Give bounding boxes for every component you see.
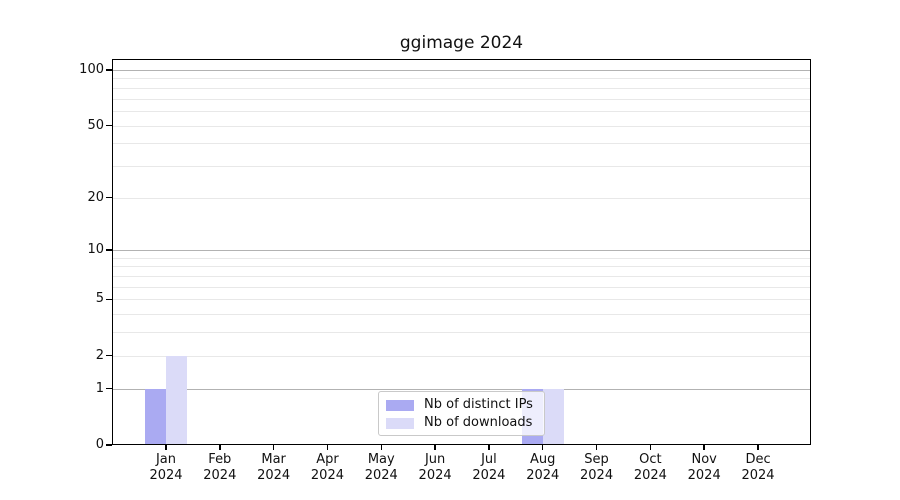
x-tick bbox=[703, 445, 705, 450]
x-tick bbox=[541, 445, 544, 450]
bar-downloads bbox=[542, 388, 564, 445]
legend-item-downloads: Nb of downloads bbox=[386, 414, 544, 432]
bar-downloads bbox=[166, 355, 187, 445]
legend-swatch-distinct-ips-icon bbox=[386, 399, 414, 411]
chart-title: ggimage 2024 bbox=[399, 33, 524, 53]
legend-swatch-downloads-icon bbox=[386, 417, 414, 429]
minor-gridline bbox=[112, 314, 811, 316]
x-tick bbox=[649, 445, 652, 450]
x-tick bbox=[165, 445, 167, 450]
y-tick-label: 5 bbox=[95, 291, 104, 307]
x-tick-label: Jun 2024 bbox=[418, 452, 452, 483]
minor-gridline bbox=[112, 110, 811, 112]
x-tick bbox=[595, 445, 598, 450]
major-gridline bbox=[112, 388, 811, 390]
minor-gridline bbox=[112, 165, 811, 167]
y-tick bbox=[106, 298, 112, 301]
x-tick bbox=[219, 445, 221, 450]
x-tick-label: Oct 2024 bbox=[633, 452, 667, 483]
x-tick-label: Jul 2024 bbox=[472, 452, 506, 483]
plot-bars bbox=[112, 59, 811, 445]
x-tick bbox=[488, 445, 490, 450]
y-tick bbox=[106, 249, 112, 251]
legend-item-distinct-ips: Nb of distinct IPs bbox=[386, 396, 544, 414]
minor-gridline bbox=[112, 286, 811, 288]
x-tick-label: Apr 2024 bbox=[310, 452, 344, 483]
y-tick-label: 100 bbox=[79, 62, 104, 77]
x-tick-label: Aug 2024 bbox=[526, 452, 560, 483]
legend: Nb of distinct IPs Nb of downloads bbox=[378, 391, 545, 436]
y-tick-label: 20 bbox=[87, 189, 104, 205]
y-tick bbox=[106, 354, 112, 357]
x-tick bbox=[757, 445, 759, 450]
y-tick-label: 10 bbox=[87, 242, 104, 258]
minor-gridline bbox=[112, 78, 811, 80]
x-tick-label: Nov 2024 bbox=[687, 452, 721, 483]
y-tick bbox=[106, 196, 112, 199]
x-tick-label: May 2024 bbox=[364, 452, 398, 483]
minor-gridline bbox=[112, 299, 811, 301]
minor-gridline bbox=[112, 332, 811, 334]
minor-gridline bbox=[112, 276, 811, 278]
minor-gridline bbox=[112, 143, 811, 145]
x-tick-label: Feb 2024 bbox=[203, 452, 237, 483]
y-tick bbox=[106, 69, 112, 71]
y-tick-label: 2 bbox=[95, 347, 104, 363]
x-tick bbox=[272, 445, 275, 450]
minor-gridline bbox=[112, 197, 811, 199]
minor-gridline bbox=[112, 355, 811, 357]
x-tick bbox=[380, 445, 383, 450]
x-tick-label: Sep 2024 bbox=[580, 452, 614, 483]
x-tick-label: Dec 2024 bbox=[741, 452, 775, 483]
x-tick-label: Mar 2024 bbox=[257, 452, 291, 483]
y-tick bbox=[106, 124, 112, 127]
y-tick bbox=[106, 444, 112, 446]
y-tick-label: 0 bbox=[95, 437, 104, 452]
major-gridline bbox=[112, 250, 811, 252]
x-tick bbox=[326, 445, 329, 450]
x-tick-label: Jan 2024 bbox=[149, 452, 183, 483]
minor-gridline bbox=[112, 266, 811, 268]
major-gridline bbox=[112, 70, 811, 71]
minor-gridline bbox=[112, 87, 811, 89]
legend-label-downloads: Nb of downloads bbox=[424, 415, 533, 430]
plot-gridlines bbox=[112, 59, 811, 445]
minor-gridline bbox=[112, 257, 811, 259]
y-tick-label: 50 bbox=[87, 117, 104, 133]
legend-label-distinct-ips: Nb of distinct IPs bbox=[424, 397, 533, 412]
y-tick bbox=[106, 387, 112, 390]
minor-gridline bbox=[112, 125, 811, 127]
y-tick-label: 1 bbox=[95, 380, 104, 396]
minor-gridline bbox=[112, 98, 811, 100]
x-tick bbox=[434, 445, 436, 450]
bar-distinct-ips bbox=[145, 388, 166, 445]
